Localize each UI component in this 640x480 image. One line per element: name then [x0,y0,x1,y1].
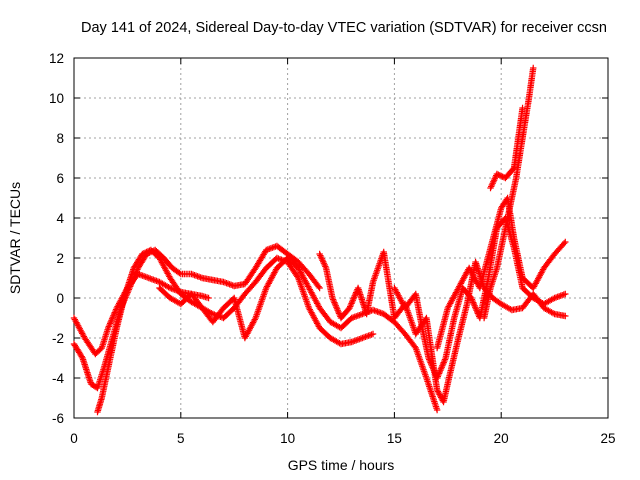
data-point [165,283,172,291]
data-point [78,353,85,360]
data-point [496,172,503,179]
data-point [139,250,146,258]
plot-frame [73,57,609,419]
data-point [205,294,212,302]
y-tick-label: 2 [56,251,64,266]
x-tick-label: 10 [280,431,295,446]
y-tick-label: 8 [56,131,64,146]
x-tick-label: 20 [494,431,509,446]
series-track-h [480,64,537,322]
series-track-g [433,194,569,352]
data-point [433,406,441,414]
data-point [519,104,526,112]
y-tick-label: 12 [49,51,64,66]
data-point [562,312,569,320]
x-axis-label: GPS time / hours [288,457,395,473]
data-point [549,309,557,317]
y-tick-label: -4 [52,371,64,386]
data-point [142,249,149,256]
series-track-a [70,270,212,358]
x-tick-label: 0 [70,431,78,446]
data-point [369,330,377,338]
y-tick-label: -2 [52,331,64,346]
y-tick-label: 10 [49,91,64,106]
data-point [315,283,322,290]
data-point [140,250,147,257]
series-track-d [156,254,441,414]
x-tick-label: 5 [177,431,185,446]
y-tick-label: 4 [56,211,64,226]
data-point [143,248,150,256]
data-point [493,170,501,178]
data-point [509,166,517,173]
x-tick-label: 15 [387,431,402,446]
data-point [498,172,505,180]
data-point [316,284,323,292]
y-tick-label: -6 [52,411,64,426]
data-point [560,240,568,247]
data-point [176,269,183,277]
data-point [562,290,569,298]
y-axis-label: SDTVAR / TECUs [7,182,23,294]
data-point [549,295,557,303]
data-point [530,64,537,72]
y-tick-label: 6 [56,171,64,186]
x-tick-label: 25 [600,431,615,446]
data-markers [70,64,569,416]
data-point [562,238,569,246]
y-tick-label: 0 [56,291,64,306]
axis-ticks: -6 -4 -2 0 2 4 6 8 10 12 0 5 10 15 20 25 [49,51,616,446]
data-point [495,171,502,178]
chart-title: Day 141 of 2024, Sidereal Day-to-day VTE… [81,20,607,36]
series-track-i [487,104,526,192]
